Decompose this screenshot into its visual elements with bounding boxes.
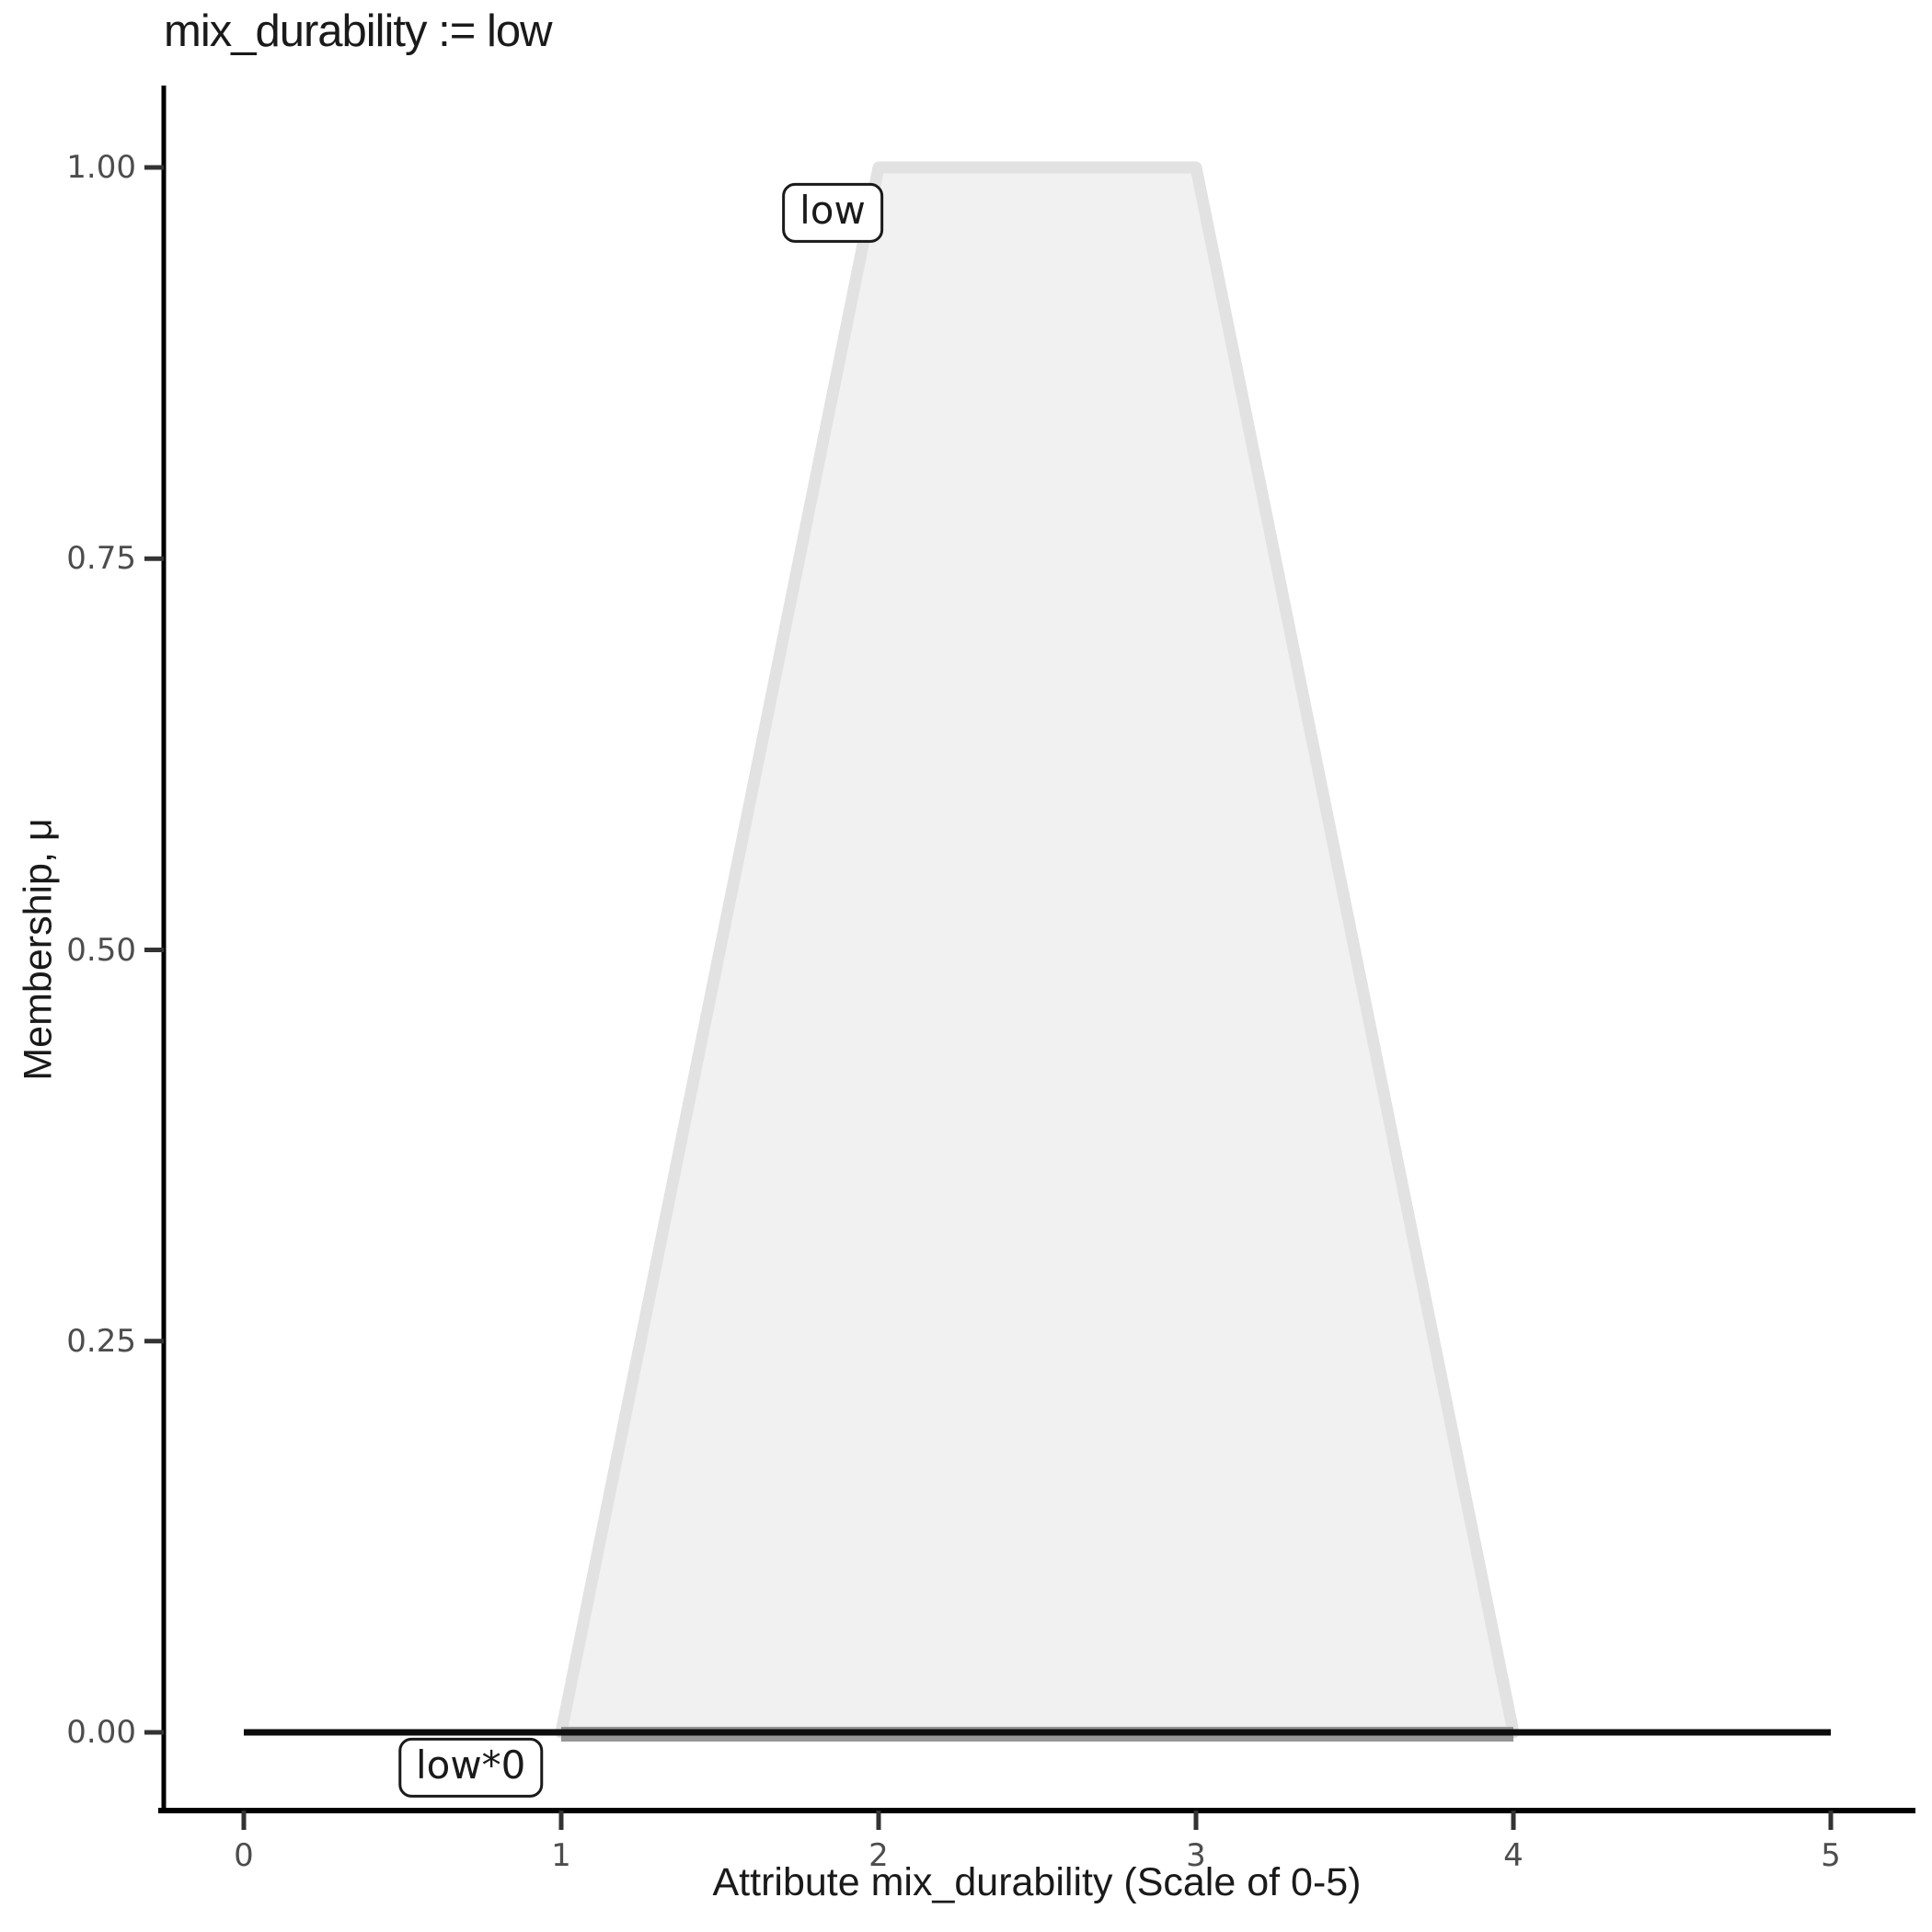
plot-title: mix_durability := low bbox=[164, 6, 553, 56]
annotation-low-times-0: low*0 bbox=[397, 1738, 544, 1798]
x-tick-label: 0 bbox=[234, 1837, 254, 1874]
x-tick-label: 5 bbox=[1821, 1837, 1841, 1874]
y-tick-label: 0.50 bbox=[66, 931, 136, 969]
x-tick-label: 2 bbox=[868, 1837, 889, 1874]
y-tick-marks bbox=[144, 165, 164, 1735]
y-tick-label: 1.00 bbox=[66, 149, 136, 186]
x-tick-marks bbox=[241, 1811, 1834, 1830]
x-tick-label: 4 bbox=[1503, 1837, 1524, 1874]
x-tick-label: 1 bbox=[551, 1837, 571, 1874]
x-axis-title: Attribute mix_durability (Scale of 0-5) bbox=[712, 1860, 1362, 1904]
y-tick-label: 0.00 bbox=[66, 1714, 136, 1751]
membership-polygon-low bbox=[555, 161, 1520, 1739]
annotation-low: low bbox=[782, 183, 883, 243]
y-tick-label: 0.75 bbox=[66, 540, 136, 578]
x-tick-label: 3 bbox=[1186, 1837, 1206, 1874]
y-tick-label: 0.25 bbox=[66, 1322, 136, 1360]
